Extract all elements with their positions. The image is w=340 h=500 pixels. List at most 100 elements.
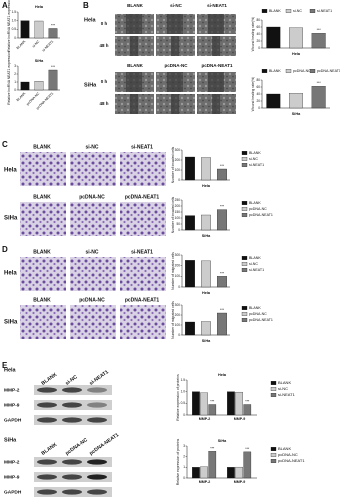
significance: *** bbox=[51, 23, 56, 27]
blot-band bbox=[62, 459, 82, 465]
bar bbox=[217, 276, 227, 288]
legend-swatch bbox=[241, 201, 248, 205]
bar bbox=[243, 451, 252, 479]
y-tick-label: 1 bbox=[183, 465, 185, 469]
legend-swatch bbox=[270, 453, 277, 457]
legend-swatch bbox=[241, 268, 248, 272]
legend-label: BLANK bbox=[269, 69, 281, 73]
column-header: si-NC bbox=[85, 144, 98, 150]
chart-title: Hela bbox=[292, 52, 301, 56]
bar bbox=[201, 157, 211, 181]
blot-band bbox=[87, 489, 107, 495]
blot-band bbox=[62, 402, 82, 408]
significance: *** bbox=[220, 271, 225, 275]
bar bbox=[289, 93, 303, 109]
y-tick-label: 250 bbox=[175, 198, 181, 202]
y-axis-label: Number of invaded cells bbox=[171, 147, 175, 184]
micrograph bbox=[20, 305, 66, 339]
bar bbox=[266, 26, 281, 49]
cell-line: Hela bbox=[4, 168, 17, 174]
column-header: si-NEAT1 bbox=[131, 144, 153, 150]
panel-letter: E bbox=[2, 361, 8, 370]
bar bbox=[185, 215, 195, 231]
blot-band bbox=[37, 459, 57, 465]
legend-swatch bbox=[241, 262, 248, 266]
panel-letter: D bbox=[2, 245, 8, 254]
bar bbox=[235, 391, 243, 416]
legend-swatch bbox=[241, 213, 248, 217]
blot-band bbox=[87, 387, 107, 393]
wound-gap bbox=[212, 36, 220, 56]
wound-gap bbox=[171, 94, 179, 114]
bar bbox=[185, 260, 195, 288]
significance: *** bbox=[245, 447, 250, 451]
column-header: pcDNA-NC bbox=[64, 437, 89, 457]
y-axis-label: Relative expression of proteins bbox=[176, 439, 180, 486]
significance: *** bbox=[317, 81, 322, 85]
y-tick-label: 200 bbox=[175, 158, 181, 162]
x-tick-label: si-NEAT1 bbox=[41, 39, 54, 52]
chart-title: Hela bbox=[202, 184, 211, 188]
significance: *** bbox=[210, 446, 215, 450]
legend-label: BLANK bbox=[269, 9, 281, 13]
blot-band bbox=[37, 402, 57, 408]
y-tick-label: 100 bbox=[175, 323, 181, 327]
y-tick-label: 0 bbox=[178, 333, 180, 337]
legend-label: pcDNA-NEAT1 bbox=[278, 458, 305, 463]
bar bbox=[235, 466, 243, 479]
bar bbox=[20, 81, 30, 91]
legend-label: si-NEAT1 bbox=[249, 163, 264, 167]
wound-gap bbox=[171, 36, 179, 56]
significance: *** bbox=[220, 308, 225, 312]
column-header: pcDNA-NC bbox=[165, 63, 189, 68]
column-header: pcDNA-NC bbox=[79, 194, 105, 200]
bar bbox=[201, 260, 211, 288]
y-axis-label: Number of invaded cells bbox=[171, 197, 175, 234]
y-tick-label: 150 bbox=[175, 210, 181, 214]
micrograph bbox=[20, 202, 66, 236]
column-header: si-NC bbox=[64, 374, 78, 387]
bar bbox=[34, 81, 44, 91]
legend-swatch bbox=[241, 318, 248, 322]
blot-band bbox=[62, 417, 82, 423]
bar bbox=[201, 214, 211, 231]
legend-label: BLANK bbox=[278, 446, 291, 451]
wound-gap bbox=[126, 14, 142, 34]
blot-band bbox=[37, 489, 57, 495]
y-tick-label: 0.5 bbox=[12, 27, 17, 31]
y-tick-label: 0 bbox=[183, 413, 185, 417]
x-tick-label: MMP-9 bbox=[234, 417, 246, 421]
x-tick-label: BLANK bbox=[16, 39, 27, 50]
legend-swatch bbox=[241, 306, 248, 310]
y-tick-label: 200 bbox=[175, 204, 181, 208]
wound-gap bbox=[208, 72, 224, 92]
significance: *** bbox=[220, 164, 225, 168]
chart-title: SiHa bbox=[292, 112, 301, 116]
legend-swatch bbox=[241, 256, 248, 260]
blot-band bbox=[62, 474, 82, 480]
column-header: BLANK bbox=[33, 249, 51, 255]
chart-title: Hela bbox=[202, 291, 211, 295]
y-tick-label: 50 bbox=[176, 222, 180, 226]
bar bbox=[34, 20, 44, 39]
bar bbox=[311, 86, 326, 109]
panel-letter: C bbox=[2, 140, 8, 149]
micrograph bbox=[120, 305, 166, 339]
bar bbox=[227, 391, 235, 416]
micrograph bbox=[20, 152, 66, 186]
column-header: si-NEAT1 bbox=[207, 3, 227, 8]
column-header: si-NC bbox=[85, 249, 98, 255]
bar bbox=[227, 467, 235, 479]
column-header: pcDNA-NEAT1 bbox=[125, 194, 160, 200]
legend-swatch bbox=[285, 69, 292, 73]
cell-line: Hela bbox=[4, 367, 17, 373]
significance: *** bbox=[220, 205, 225, 209]
column-header: pcDNA-NC bbox=[79, 297, 105, 303]
x-tick-label: si-NC bbox=[32, 39, 41, 48]
legend-label: si-NC bbox=[249, 157, 258, 161]
y-tick-label: 1.0 bbox=[181, 390, 186, 394]
legend-label: pcDNA-NC bbox=[293, 69, 311, 73]
blot-band bbox=[62, 387, 82, 393]
column-header: BLANK bbox=[40, 372, 58, 387]
